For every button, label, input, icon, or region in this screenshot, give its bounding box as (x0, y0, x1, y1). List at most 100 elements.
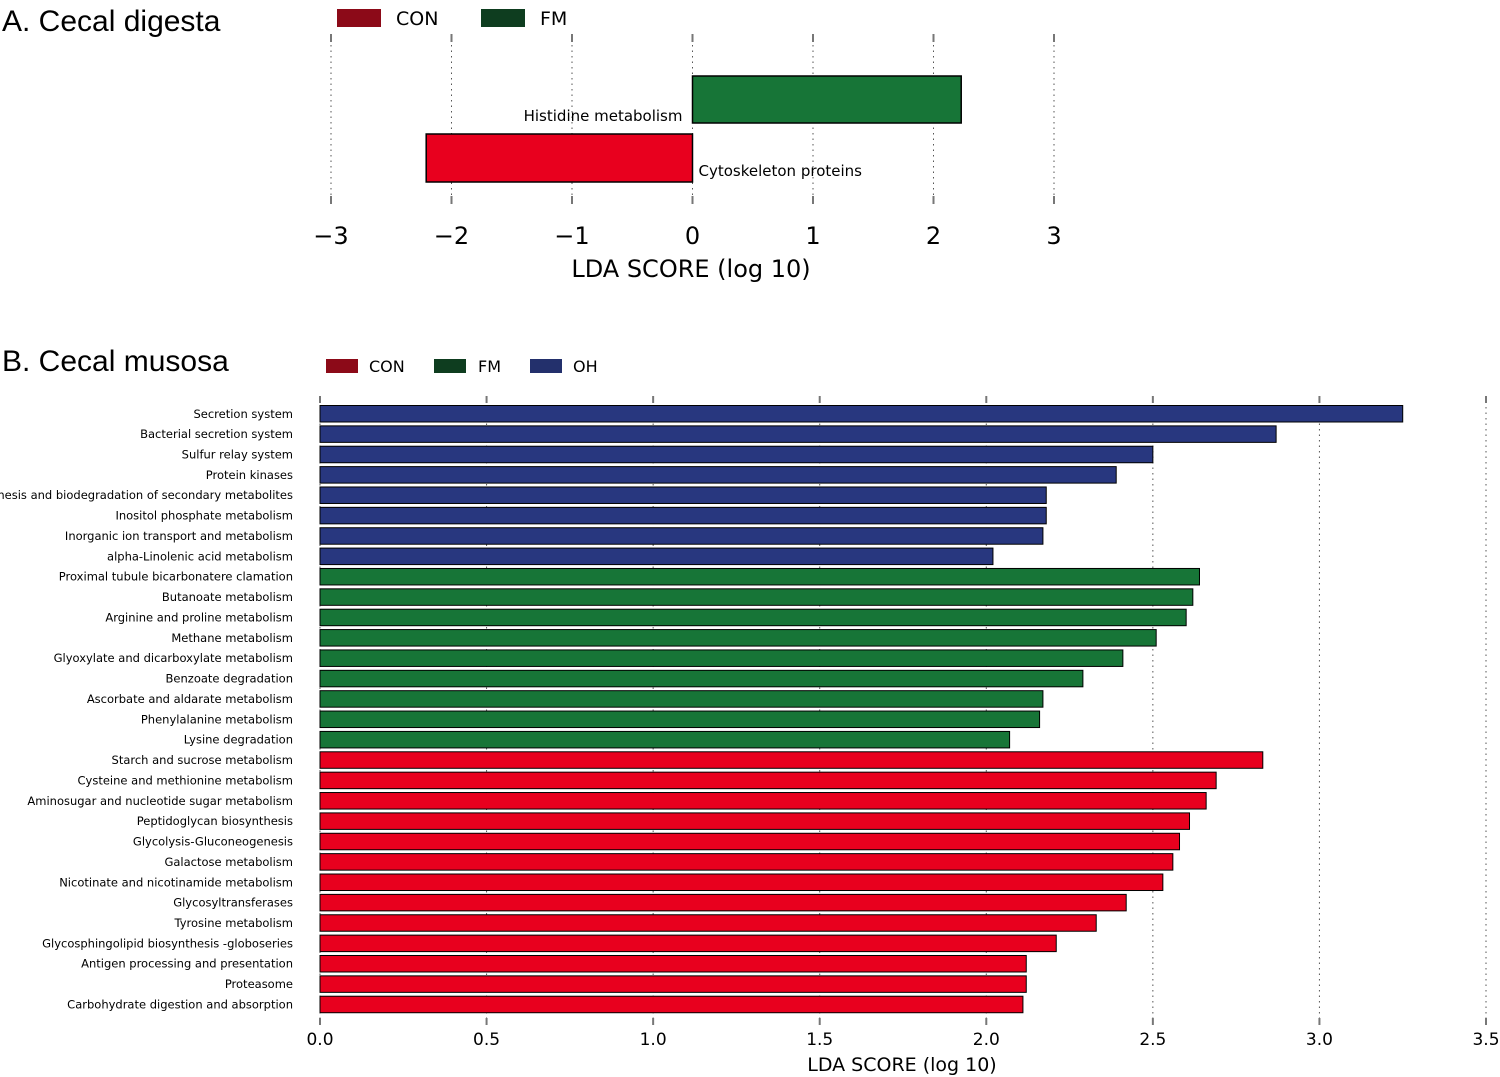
bar (319, 914, 1097, 932)
legend-swatch-oh (530, 359, 562, 373)
panel-a-legend: CON FM (337, 8, 567, 30)
panel-a-title: A. Cecal digesta (2, 5, 221, 38)
category-label: Nicotinate and nicotinamide metabolism (59, 875, 293, 889)
bar (319, 506, 1047, 525)
bar (691, 75, 962, 124)
legend-label-fm: FM (540, 8, 567, 30)
panel-a-x-axis-label: LDA SCORE (log 10) (571, 255, 810, 283)
category-label: Ascorbate and aldarate metabolism (87, 692, 293, 706)
panel-b-bars (319, 405, 1404, 1014)
bar (319, 771, 1217, 790)
x-tick-label: 0 (685, 222, 700, 250)
category-label: Carbohydrate digestion and absorption (67, 997, 293, 1011)
x-tick-label: 0.0 (306, 1030, 333, 1050)
category-label: Inorganic ion transport and metabolism (65, 529, 293, 543)
x-tick-label: 0.5 (473, 1030, 500, 1050)
category-label: Inositol phosphate metabolism (115, 509, 293, 523)
legend-label-fm: FM (478, 357, 501, 376)
x-tick-label: 1.0 (640, 1030, 667, 1050)
legend-swatch-con (337, 9, 381, 27)
x-tick-label: 2 (926, 222, 941, 250)
category-label: Biosynthesis and biodegradation of secon… (0, 488, 293, 502)
category-label: Bacterial secretion system (140, 427, 293, 441)
category-label: Benzoate degradation (166, 672, 293, 686)
category-label: Arginine and proline metabolism (105, 610, 293, 624)
x-tick-label: 3.0 (1306, 1030, 1333, 1050)
bar (319, 975, 1027, 993)
x-tick-label: 1 (805, 222, 820, 250)
category-label: Antigen processing and presentation (81, 957, 293, 971)
bar (319, 588, 1194, 606)
category-label: Glycosphingolipid biosynthesis -globoser… (42, 936, 293, 950)
category-label: Starch and sucrose metabolism (112, 753, 293, 767)
bar (319, 832, 1181, 851)
bar (319, 812, 1191, 830)
bar (319, 486, 1047, 504)
panel-a-grid (330, 34, 1055, 204)
category-label: alpha-Linolenic acid metabolism (107, 549, 293, 563)
bar (319, 669, 1084, 688)
x-tick-label: −3 (313, 222, 348, 250)
bar (319, 649, 1124, 667)
bar (319, 629, 1157, 647)
panel-a-bars (425, 75, 962, 183)
bar (319, 751, 1264, 769)
x-tick-label: 1.5 (806, 1030, 833, 1050)
bar (425, 133, 694, 183)
x-tick-label: 2.5 (1139, 1030, 1166, 1050)
bar (319, 690, 1044, 708)
bar (319, 445, 1154, 464)
bar (319, 730, 1011, 749)
x-tick-label: 3 (1046, 222, 1061, 250)
category-label: Glyoxylate and dicarboxylate metabolism (54, 651, 293, 665)
bar (319, 934, 1057, 953)
x-tick-label: −2 (434, 222, 469, 250)
panel-b-x-axis-label: LDA SCORE (log 10) (807, 1054, 996, 1076)
bar (319, 710, 1041, 729)
panel-a-x-ticks: −3 −2 −1 0 1 2 3 (313, 222, 1061, 250)
bar (319, 853, 1174, 871)
bar (319, 954, 1027, 973)
bar (319, 792, 1207, 810)
panel-b-x-ticks: 0.0 0.5 1.0 1.5 2.0 2.5 3.0 3.5 (306, 1030, 1499, 1050)
legend-label-con: CON (396, 8, 438, 30)
bar (319, 405, 1404, 423)
panel-b-category-labels: Secretion system Bacterial secretion syst… (0, 407, 293, 1012)
category-label: Cysteine and methionine metabolism (78, 773, 293, 787)
category-label: Proteasome (225, 977, 293, 991)
category-label: Methane metabolism (171, 631, 293, 645)
category-label: Phenylalanine metabolism (141, 712, 293, 726)
legend-label-con: CON (369, 357, 405, 376)
bar-label: Histidine metabolism (524, 107, 683, 125)
category-label: Glycosyltransferases (173, 896, 293, 910)
category-label: Aminosugar and nucleotide sugar metaboli… (27, 794, 293, 808)
legend-label-oh: OH (573, 357, 598, 376)
category-label: Sulfur relay system (182, 447, 293, 461)
x-tick-label: −1 (554, 222, 589, 250)
bar (319, 567, 1200, 586)
panel-a-bar-labels: Histidine metabolism Cytoskeleton protein… (524, 107, 863, 180)
bar-label: Cytoskeleton proteins (699, 162, 863, 180)
category-label: Glycolysis-Gluconeogenesis (133, 835, 293, 849)
bar (319, 466, 1117, 484)
category-label: Protein kinases (206, 468, 293, 482)
panel-b-title: B. Cecal musosa (2, 345, 229, 378)
bar (319, 608, 1187, 627)
bar (319, 425, 1277, 443)
legend-swatch-fm (481, 9, 525, 27)
category-label: Peptidoglycan biosynthesis (137, 814, 293, 828)
bar (319, 893, 1127, 912)
category-label: Galactose metabolism (164, 855, 293, 869)
category-label: Butanoate metabolism (162, 590, 293, 604)
panel-b-legend: CON FM OH (326, 357, 598, 376)
legend-swatch-fm (434, 359, 466, 373)
bar (319, 873, 1164, 892)
bar (319, 527, 1044, 545)
x-tick-label: 3.5 (1472, 1030, 1499, 1050)
category-label: Lysine degradation (184, 733, 293, 747)
x-tick-label: 2.0 (973, 1030, 1000, 1050)
bar (319, 547, 994, 566)
legend-swatch-con (326, 359, 358, 373)
bar (319, 995, 1024, 1014)
